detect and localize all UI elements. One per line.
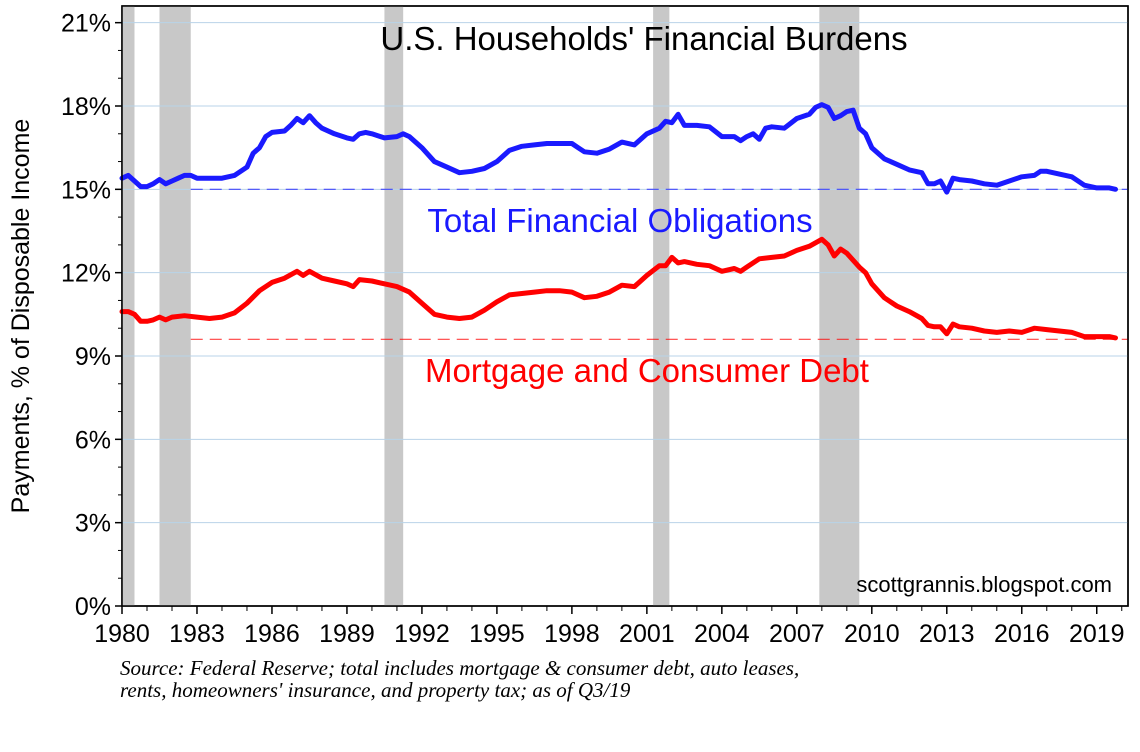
y-axis-label: Payments, % of Disposable Income [7,119,35,514]
x-tick-label-11: 2013 [919,620,975,648]
y-axis-ticks: 0% 3% 6% 9% 12% 15% 18% 21% [61,10,122,621]
x-tick-label-9: 2007 [769,620,825,648]
x-tick-label-10: 2010 [844,620,900,648]
series-line-0 [119,102,1118,195]
x-tick-label-13: 2019 [1069,620,1125,648]
y-tick-label-7: 21% [61,10,111,38]
x-tick-label-8: 2004 [694,620,750,648]
reference-lines [190,188,1128,340]
x-tick-label-5: 1995 [469,620,525,648]
recession-band-4 [819,6,860,606]
y-tick-label-0: 0% [75,593,111,621]
x-tick-label-12: 2016 [994,620,1050,648]
series-label-total-obligations: Total Financial Obligations [427,202,812,239]
series-lines [119,102,1118,341]
recession-band-0 [122,6,135,606]
y-tick-label-5: 15% [61,176,111,204]
x-tick-label-0: 1980 [94,620,150,648]
x-axis-ticks: 1980 1983 1986 1989 1992 1995 1998 2001 2004 2007… [94,606,1125,648]
x-tick-label-3: 1989 [319,620,375,648]
x-tick-label-6: 1998 [544,620,600,648]
series-label-mortgage-consumer-debt: Mortgage and Consumer Debt [425,352,869,389]
plot-border [121,5,1129,607]
y-tick-label-1: 3% [75,510,111,538]
x-tick-label-1: 1983 [169,620,225,648]
recession-band-2 [384,6,404,606]
x-tick-label-4: 1992 [394,620,450,648]
y-tick-label-3: 9% [75,343,111,371]
source-note: Source: Federal Reserve; total includes … [120,656,800,702]
gridlines [122,22,1128,524]
y-tick-label-2: 6% [75,426,111,454]
plot-area [121,5,1129,607]
series-line-1 [119,236,1118,341]
x-tick-label-7: 2001 [619,620,675,648]
y-tick-label-6: 18% [61,93,111,121]
recession-band-1 [159,6,191,606]
chart-title: U.S. Households' Financial Burdens [380,20,907,57]
y-tick-label-4: 12% [61,260,111,288]
watermark: scottgrannis.blogspot.com [856,572,1112,597]
recession-band-3 [653,6,670,606]
x-tick-label-2: 1986 [244,620,300,648]
